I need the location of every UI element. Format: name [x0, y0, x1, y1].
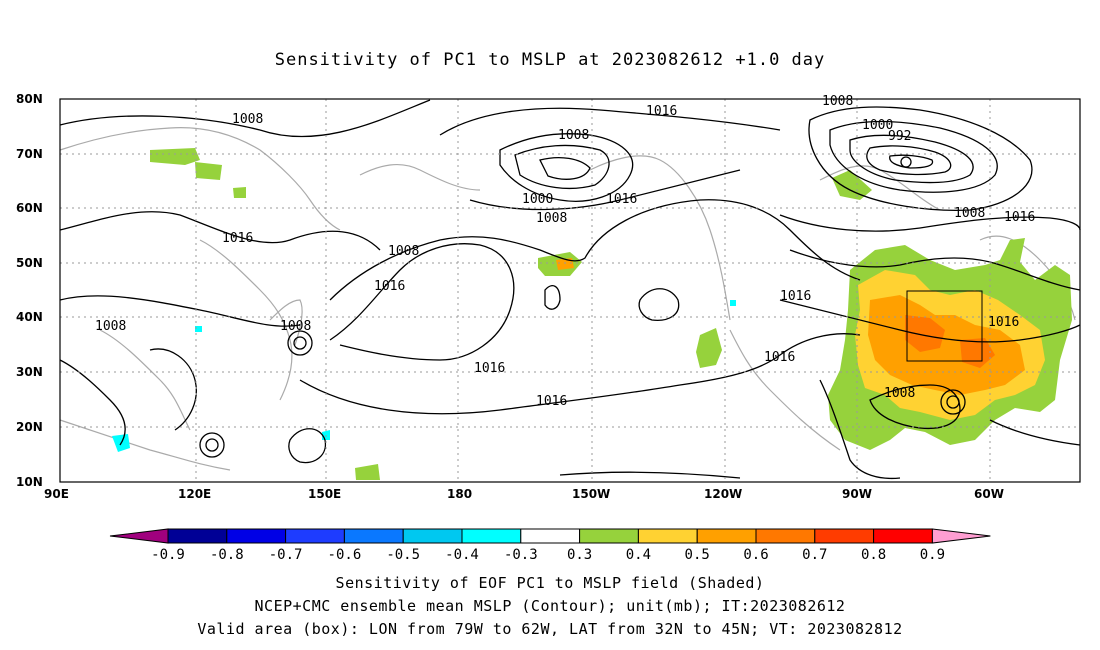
grid-lines — [60, 99, 1080, 482]
contour-label: 1016 — [536, 394, 567, 409]
colorbar-swatch — [343, 528, 404, 544]
map-area: 1008 1016 1008 1016 1000 992 1008 1016 1… — [59, 94, 1081, 483]
contour-label: 1016 — [374, 279, 405, 294]
colorbar-swatch — [755, 528, 816, 544]
contour-label: 1008 — [388, 244, 419, 259]
colorbar-swatch — [579, 528, 639, 544]
contour-label: 992 — [888, 129, 911, 144]
colorbar-label: 0.6 — [743, 547, 768, 563]
lon-tick: 120W — [704, 487, 742, 501]
lat-tick: 60N — [16, 201, 43, 215]
colorbar-swatch — [461, 528, 522, 544]
contour-label: 1008 — [536, 211, 567, 226]
colorbar-labels: -0.9 -0.8 -0.7 -0.6 -0.5 -0.4 -0.3 0.3 0.4 0.5 0.6… — [151, 547, 945, 563]
colorbar-arrow-right — [931, 528, 991, 544]
contour-label: 1008 — [954, 206, 985, 221]
lon-tick: 90W — [842, 487, 872, 501]
contour-label: 1008 — [232, 112, 263, 127]
colorbar-swatch — [167, 528, 228, 544]
lat-tick: 30N — [16, 365, 43, 379]
caption-line-2: NCEP+CMC ensemble mean MSLP (Contour); u… — [254, 597, 846, 615]
caption-line-3: Valid area (box): LON from 79W to 62W, L… — [197, 620, 903, 638]
lat-tick: 20N — [16, 420, 43, 434]
colorbar-label: -0.8 — [210, 547, 244, 563]
contour-label: 1008 — [95, 319, 126, 334]
colorbar-label: 0.8 — [861, 547, 886, 563]
lon-tick: 150W — [572, 487, 610, 501]
contour-label: 1016 — [222, 231, 253, 246]
colorbar-label: -0.6 — [328, 547, 362, 563]
colorbar-label: -0.7 — [269, 547, 303, 563]
contour-label: 1008 — [884, 386, 915, 401]
colorbar-label: 0.4 — [626, 547, 651, 563]
contour-label: 1016 — [1004, 210, 1035, 225]
colorbar-label: 0.3 — [567, 547, 592, 563]
lat-tick: 10N — [16, 475, 43, 489]
lat-tick: 40N — [16, 310, 43, 324]
contour-label: 1008 — [822, 94, 853, 109]
lon-axis: 90E 120E 150E 180 150W 120W 90W 60W — [44, 487, 1004, 501]
chart-title: Sensitivity of PC1 to MSLP at 2023082612… — [274, 50, 826, 70]
colorbar-label: 0.7 — [802, 547, 827, 563]
lat-tick: 70N — [16, 147, 43, 161]
colorbar-swatch — [226, 528, 287, 544]
colorbar-swatch — [402, 528, 463, 544]
lon-tick: 120E — [178, 487, 211, 501]
lat-tick: 50N — [16, 256, 43, 270]
contour-label: 1016 — [606, 192, 637, 207]
contour-labels: 1008 1016 1008 1016 1000 992 1008 1016 1… — [95, 94, 1035, 409]
lon-tick: 150E — [308, 487, 341, 501]
colorbar-swatch — [696, 528, 757, 544]
colorbar-swatch — [285, 528, 345, 544]
colorbar-label: -0.3 — [504, 547, 538, 563]
lon-tick: 60W — [974, 487, 1004, 501]
colorbar-swatch — [814, 528, 875, 544]
colorbar-label: -0.9 — [151, 547, 185, 563]
lat-tick: 80N — [16, 92, 43, 106]
contour-label: 1008 — [280, 319, 311, 334]
contour-label: 1016 — [764, 350, 795, 365]
contour-label: 1016 — [780, 289, 811, 304]
colorbar — [109, 528, 991, 544]
caption-line-1: Sensitivity of EOF PC1 to MSLP field (Sh… — [335, 574, 765, 592]
colorbar-label: -0.4 — [445, 547, 479, 563]
colorbar-swatch — [637, 528, 698, 544]
lon-tick: 90E — [44, 487, 69, 501]
mslp-contours — [59, 99, 1081, 480]
contour-label: 1000 — [522, 192, 553, 207]
colorbar-swatch — [520, 528, 581, 544]
colorbar-arrow-left — [109, 528, 169, 544]
contour-label: 1016 — [646, 104, 677, 119]
colorbar-label: 0.9 — [920, 547, 945, 563]
colorbar-label: -0.5 — [386, 547, 420, 563]
colorbar-swatch — [873, 528, 933, 544]
contour-label: 1000 — [862, 118, 893, 133]
contour-label: 1016 — [988, 315, 1019, 330]
contour-label: 1016 — [474, 361, 505, 376]
lat-axis: 80N 70N 60N 50N 40N 30N 20N 10N — [16, 92, 43, 489]
contour-label: 1008 — [558, 128, 589, 143]
colorbar-label: 0.5 — [685, 547, 710, 563]
valid-area-box — [906, 290, 983, 362]
lon-tick: 180 — [447, 487, 472, 501]
